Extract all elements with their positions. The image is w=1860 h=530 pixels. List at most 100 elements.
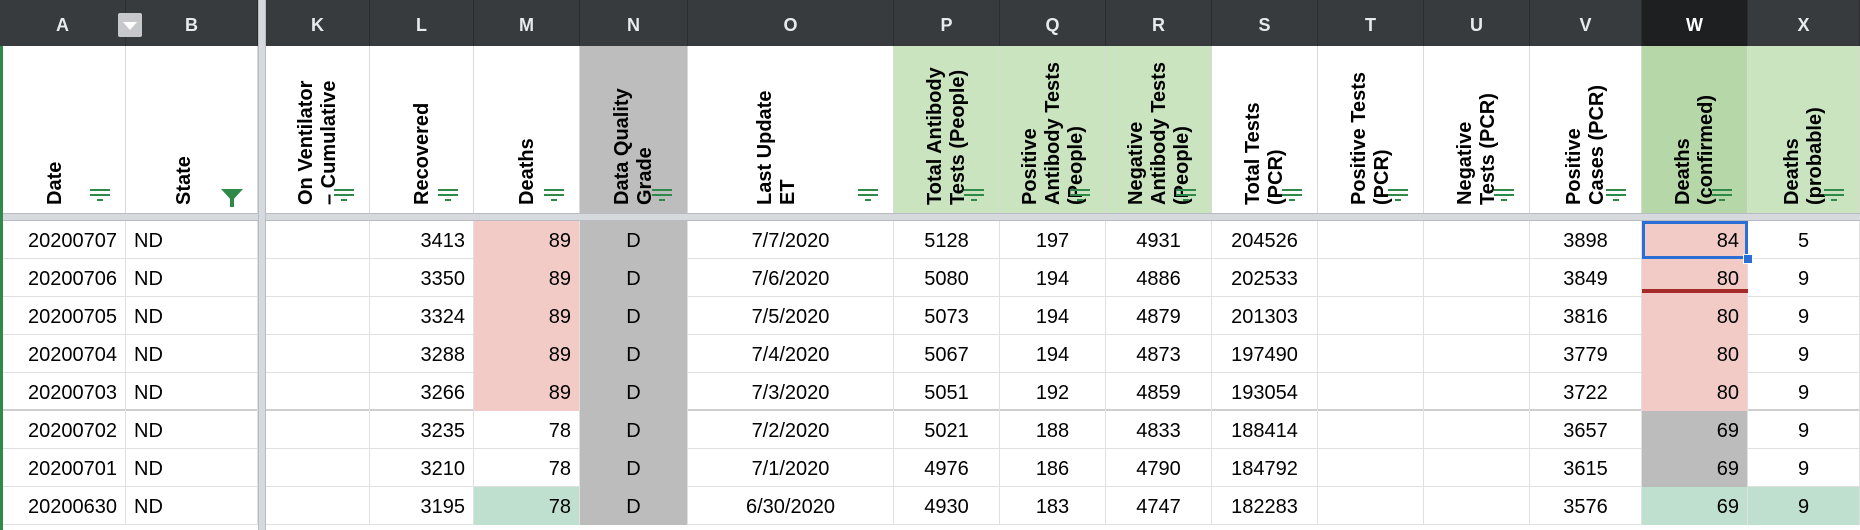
cell-pos-cases[interactable]: 3576 bbox=[1530, 487, 1642, 525]
cell-last-update[interactable]: 7/3/2020 bbox=[688, 373, 894, 411]
cell-recovered[interactable]: 3266 bbox=[370, 373, 474, 411]
column-letter-b[interactable]: B bbox=[126, 0, 258, 46]
cell-vent[interactable] bbox=[266, 449, 370, 487]
cell-vent[interactable] bbox=[266, 335, 370, 373]
cell-deaths-prob[interactable]: 9 bbox=[1748, 335, 1860, 373]
cell-deaths-conf[interactable]: 80 bbox=[1642, 335, 1748, 373]
filter-icon[interactable] bbox=[1281, 187, 1303, 203]
cell-deaths-conf[interactable]: 69 bbox=[1642, 487, 1748, 525]
cell-vent[interactable] bbox=[266, 221, 370, 259]
filter-icon[interactable] bbox=[1175, 187, 1197, 203]
cell-deaths-prob[interactable]: 9 bbox=[1748, 373, 1860, 411]
cell-total-ab[interactable]: 5067 bbox=[894, 335, 1000, 373]
cell-deaths[interactable]: 89 bbox=[474, 221, 580, 259]
cell-total-pcr[interactable]: 188414 bbox=[1212, 411, 1318, 449]
column-letter-r[interactable]: R bbox=[1106, 0, 1212, 46]
header-cell-n[interactable]: Data Quality Grade bbox=[580, 46, 688, 213]
filter-icon[interactable] bbox=[1069, 187, 1091, 203]
cell-total-pcr[interactable]: 182283 bbox=[1212, 487, 1318, 525]
cell-deaths-prob[interactable]: 9 bbox=[1748, 487, 1860, 525]
cell-deaths-prob[interactable]: 9 bbox=[1748, 259, 1860, 297]
cell-neg-pcr[interactable] bbox=[1424, 259, 1530, 297]
cell-last-update[interactable]: 7/7/2020 bbox=[688, 221, 894, 259]
header-cell-u[interactable]: Negative Tests (PCR) bbox=[1424, 46, 1530, 213]
cell-deaths[interactable]: 89 bbox=[474, 373, 580, 411]
cell-pos-pcr[interactable] bbox=[1318, 449, 1424, 487]
cell-state[interactable]: ND bbox=[126, 297, 258, 335]
header-cell-b[interactable]: State bbox=[126, 46, 258, 213]
cell-pos-ab[interactable]: 186 bbox=[1000, 449, 1106, 487]
fill-handle[interactable] bbox=[1743, 254, 1753, 264]
filter-icon[interactable] bbox=[1387, 187, 1409, 203]
cell-neg-ab[interactable]: 4931 bbox=[1106, 221, 1212, 259]
cell-date[interactable]: 20200702 bbox=[0, 411, 126, 449]
cell-vent[interactable] bbox=[266, 411, 370, 449]
cell-grade[interactable]: D bbox=[580, 449, 688, 487]
cell-neg-ab[interactable]: 4790 bbox=[1106, 449, 1212, 487]
frozen-row-divider[interactable] bbox=[0, 213, 1860, 221]
frozen-column-divider[interactable] bbox=[258, 0, 266, 530]
cell-recovered[interactable]: 3324 bbox=[370, 297, 474, 335]
cell-neg-ab[interactable]: 4879 bbox=[1106, 297, 1212, 335]
cell-pos-pcr[interactable] bbox=[1318, 373, 1424, 411]
column-letter-t[interactable]: T bbox=[1318, 0, 1424, 46]
cell-deaths[interactable]: 78 bbox=[474, 411, 580, 449]
cell-state[interactable]: ND bbox=[126, 487, 258, 525]
cell-neg-ab[interactable]: 4886 bbox=[1106, 259, 1212, 297]
filter-active-icon[interactable] bbox=[221, 189, 243, 207]
header-cell-a[interactable]: Date bbox=[0, 46, 126, 213]
cell-pos-ab[interactable]: 192 bbox=[1000, 373, 1106, 411]
cell-vent[interactable] bbox=[266, 259, 370, 297]
header-cell-m[interactable]: Deaths bbox=[474, 46, 580, 213]
cell-date[interactable]: 20200703 bbox=[0, 373, 126, 411]
filter-icon[interactable] bbox=[1823, 187, 1845, 203]
cell-pos-cases[interactable]: 3722 bbox=[1530, 373, 1642, 411]
cell-total-ab[interactable]: 5021 bbox=[894, 411, 1000, 449]
cell-total-pcr[interactable]: 202533 bbox=[1212, 259, 1318, 297]
header-cell-l[interactable]: Recovered bbox=[370, 46, 474, 213]
cell-pos-ab[interactable]: 194 bbox=[1000, 297, 1106, 335]
header-cell-s[interactable]: Total Tests (PCR) bbox=[1212, 46, 1318, 213]
cell-total-pcr[interactable]: 201303 bbox=[1212, 297, 1318, 335]
cell-neg-pcr[interactable] bbox=[1424, 221, 1530, 259]
filter-icon[interactable] bbox=[543, 187, 565, 203]
cell-deaths-prob[interactable]: 5 bbox=[1748, 221, 1860, 259]
cell-total-pcr[interactable]: 193054 bbox=[1212, 373, 1318, 411]
cell-recovered[interactable]: 3413 bbox=[370, 221, 474, 259]
filter-icon[interactable] bbox=[1605, 187, 1627, 203]
cell-total-ab[interactable]: 5051 bbox=[894, 373, 1000, 411]
filter-icon[interactable] bbox=[437, 187, 459, 203]
cell-date[interactable]: 20200701 bbox=[0, 449, 126, 487]
filter-icon[interactable] bbox=[89, 187, 111, 203]
cell-pos-pcr[interactable] bbox=[1318, 487, 1424, 525]
cell-recovered[interactable]: 3195 bbox=[370, 487, 474, 525]
header-cell-x[interactable]: Deaths (probable) bbox=[1748, 46, 1860, 213]
cell-total-ab[interactable]: 4976 bbox=[894, 449, 1000, 487]
cell-recovered[interactable]: 3350 bbox=[370, 259, 474, 297]
cell-total-ab[interactable]: 5080 bbox=[894, 259, 1000, 297]
cell-vent[interactable] bbox=[266, 297, 370, 335]
cell-pos-ab[interactable]: 183 bbox=[1000, 487, 1106, 525]
cell-last-update[interactable]: 6/30/2020 bbox=[688, 487, 894, 525]
header-cell-k[interactable]: On Ventilator – Cumulative bbox=[266, 46, 370, 213]
cell-pos-ab[interactable]: 194 bbox=[1000, 335, 1106, 373]
cell-grade[interactable]: D bbox=[580, 373, 688, 411]
header-cell-w[interactable]: Deaths (confirmed) bbox=[1642, 46, 1748, 213]
cell-total-ab[interactable]: 5073 bbox=[894, 297, 1000, 335]
cell-deaths[interactable]: 89 bbox=[474, 297, 580, 335]
cell-pos-cases[interactable]: 3779 bbox=[1530, 335, 1642, 373]
cell-pos-cases[interactable]: 3816 bbox=[1530, 297, 1642, 335]
cell-neg-ab[interactable]: 4833 bbox=[1106, 411, 1212, 449]
cell-total-ab[interactable]: 5128 bbox=[894, 221, 1000, 259]
cell-date[interactable]: 20200705 bbox=[0, 297, 126, 335]
cell-pos-pcr[interactable] bbox=[1318, 411, 1424, 449]
cell-deaths[interactable]: 78 bbox=[474, 449, 580, 487]
cell-grade[interactable]: D bbox=[580, 487, 688, 525]
header-cell-p[interactable]: Total Antibody Tests (People) bbox=[894, 46, 1000, 213]
cell-pos-cases[interactable]: 3898 bbox=[1530, 221, 1642, 259]
cell-total-pcr[interactable]: 204526 bbox=[1212, 221, 1318, 259]
cell-pos-pcr[interactable] bbox=[1318, 335, 1424, 373]
column-letter-n[interactable]: N bbox=[580, 0, 688, 46]
cell-last-update[interactable]: 7/2/2020 bbox=[688, 411, 894, 449]
cell-last-update[interactable]: 7/4/2020 bbox=[688, 335, 894, 373]
